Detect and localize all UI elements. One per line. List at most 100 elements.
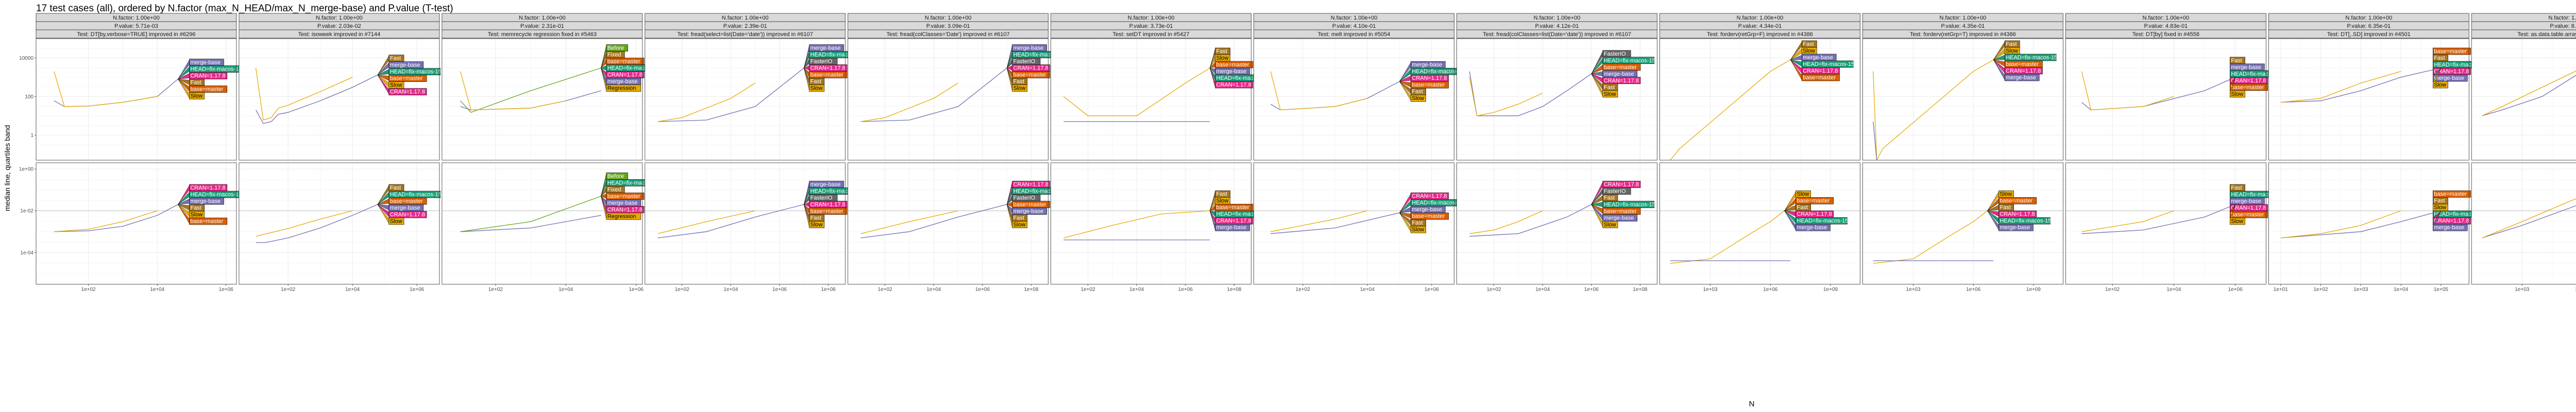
direct-label-box xyxy=(2432,81,2448,89)
direct-label-box xyxy=(2432,190,2471,198)
x-axis-label: N xyxy=(1749,400,1755,408)
direct-label: base=master xyxy=(1216,204,1249,211)
direct-label: Before xyxy=(607,173,624,179)
strip-test: Test: fread(colClasses='Date') improved … xyxy=(887,31,1010,38)
direct-label: HEAD=fix-macos-15-image xyxy=(2006,55,2075,61)
strip-nfactor: N.factor: 1.00e+00 xyxy=(316,15,363,21)
direct-label: HEAD=fix-macos-15-image xyxy=(1604,58,1673,64)
direct-label: Slow xyxy=(1797,191,1809,197)
strip-test: Test: memrecycle regression fixed in #54… xyxy=(488,31,597,38)
series-line-merge-base xyxy=(2280,210,2442,238)
facet-panel-6: N.factor: 1.00e+00 P.value: 3.73e-01 Test:… xyxy=(1050,13,1285,293)
strip-nfactor: N.factor: 1.00e+00 xyxy=(2142,15,2189,21)
direct-label: merge-base xyxy=(390,205,420,211)
y-tick-label: 1 xyxy=(30,133,33,139)
series-line-slow xyxy=(2280,210,2401,238)
x-tick-label: 1e+02 xyxy=(2314,287,2329,293)
x-tick-label: 1e+01 xyxy=(2274,287,2289,293)
series-line-slow xyxy=(256,210,353,237)
x-tick-label: 1e+04 xyxy=(558,287,573,293)
series-line-merge-base xyxy=(657,204,804,238)
x-tick-label: 1e+02 xyxy=(81,287,96,293)
panel-border xyxy=(36,162,237,285)
direct-label: FasterIO xyxy=(810,195,833,201)
series-line-slow xyxy=(1670,210,1785,264)
direct-label: base=master xyxy=(1013,72,1046,78)
series-line-slow xyxy=(1469,210,1543,234)
direct-label: merge-base xyxy=(2006,75,2036,81)
direct-label: Fixed xyxy=(607,52,621,58)
direct-label: base=master xyxy=(1803,75,1836,81)
panel-background xyxy=(36,39,236,160)
panel-border xyxy=(848,38,1049,161)
direct-label: Fast xyxy=(2006,41,2016,47)
x-tick-label: 1e+02 xyxy=(675,287,690,293)
series-line-merge-base xyxy=(256,75,378,124)
series-line-slow xyxy=(1063,67,1210,116)
x-tick-label: 1e+06 xyxy=(2228,287,2243,293)
direct-label: base=master xyxy=(607,59,640,65)
series-line-merge-base xyxy=(1270,212,1400,234)
direct-label: HEAD=fix-macos-15-image xyxy=(390,69,459,75)
strip-box xyxy=(239,29,440,39)
x-tick-label: 1e+04 xyxy=(2166,287,2181,293)
direct-label: base=master xyxy=(190,87,223,93)
direct-label-box xyxy=(1998,197,2037,204)
direct-label: CRAN=1.17.8 xyxy=(1412,75,1447,81)
strip-box xyxy=(1862,29,2063,39)
direct-label-box xyxy=(809,221,825,228)
strip-box xyxy=(1456,29,1657,39)
y-tick-label: 1e-04 xyxy=(20,250,33,256)
x-tick-label: 1e+03 xyxy=(2515,287,2530,293)
strip-nfactor: N.factor: 1.00e+00 xyxy=(1534,15,1581,21)
direct-label: base=master xyxy=(810,72,843,78)
x-tick-label: 1e+06 xyxy=(1966,287,1981,293)
direct-label: Fast xyxy=(2231,185,2242,191)
direct-label: merge-base xyxy=(1412,62,1442,68)
strip-pvalue: P.value: 4.12e-01 xyxy=(1535,23,1579,29)
direct-label-box xyxy=(2230,211,2268,218)
strip-box xyxy=(1659,29,1860,39)
direct-label: Fast xyxy=(1412,220,1422,226)
direct-label-box xyxy=(388,217,404,225)
strip-box xyxy=(36,29,237,39)
direct-label: CRAN=1.17.8 xyxy=(1999,211,2035,217)
strip-box xyxy=(848,29,1049,39)
direct-label: CRAN=1.17.8 xyxy=(2434,218,2469,224)
facet-panel-11: N.factor: 1.00e+00 P.value: 4.83e-01 Test:… xyxy=(2065,13,2300,293)
strip-box xyxy=(2268,29,2469,39)
strip-pvalue: P.value: 3.09e-01 xyxy=(926,23,970,29)
direct-label: CRAN=1.17.8 xyxy=(607,72,642,78)
strip-nfactor: N.factor: 1.00e+00 xyxy=(2548,15,2576,21)
strip-box xyxy=(1050,29,1252,39)
direct-label: Before xyxy=(607,45,624,52)
direct-label: CRAN=1.17.8 xyxy=(2006,68,2041,74)
direct-label: Fast xyxy=(1013,215,1024,221)
direct-label: Fast xyxy=(390,56,401,62)
strip-pvalue: P.value: 5.71e-03 xyxy=(114,23,158,29)
direct-label: base=master xyxy=(190,218,223,225)
direct-label-box xyxy=(809,208,848,215)
panel-border xyxy=(2471,38,2576,161)
direct-label-box xyxy=(1215,81,1253,89)
direct-label-box xyxy=(809,84,825,92)
direct-label: Fast xyxy=(2434,55,2445,61)
x-tick-label: 1e+06 xyxy=(1178,287,1193,293)
strip-box xyxy=(645,29,846,39)
facet-panel-10: N.factor: 1.00e+00 P.value: 4.35e-01 Test:… xyxy=(1862,13,2075,293)
series-line-slow xyxy=(657,82,756,122)
direct-label: Regression xyxy=(607,213,636,219)
direct-label: merge-base xyxy=(190,60,221,66)
direct-label: base=master xyxy=(1604,64,1637,71)
direct-label: base=master xyxy=(1412,213,1445,219)
direct-label: Slow xyxy=(2434,82,2446,88)
panel-background xyxy=(2471,163,2576,284)
strip-pvalue: P.value: 2.03e-02 xyxy=(317,23,361,29)
strip-nfactor: N.factor: 1.00e+00 xyxy=(1737,15,1784,21)
facet-panel-12: N.factor: 1.00e+00 P.value: 6.35e-01 Test:… xyxy=(2268,13,2503,293)
panel-border xyxy=(1659,38,1860,161)
y-tick-label: 100 xyxy=(25,94,33,100)
direct-label: Fast xyxy=(1797,204,1808,211)
direct-label: HEAD=fix-macos-15-image xyxy=(390,192,459,198)
